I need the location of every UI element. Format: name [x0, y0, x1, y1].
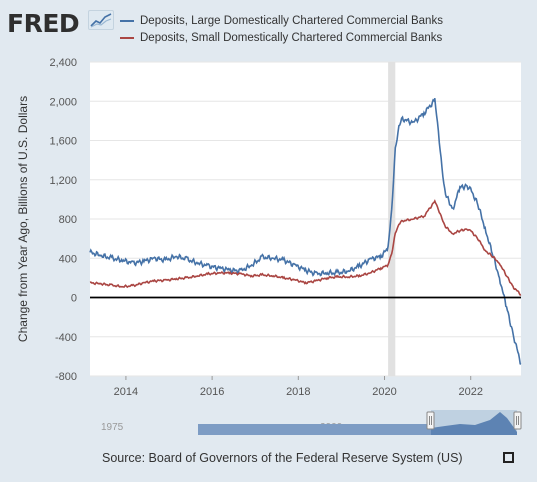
- range-navigator[interactable]: 1975 2000: [101, 410, 522, 435]
- fred-logo[interactable]: FRED: [7, 9, 80, 38]
- recession-bar: [388, 62, 396, 376]
- series-line-large-banks[interactable]: [89, 97, 522, 365]
- legend-swatch-large-banks: [120, 19, 134, 22]
- y-tick-label: -400: [55, 332, 77, 344]
- navigator-label-1975: 1975: [101, 422, 124, 433]
- y-axis-ticks: -800 -400 0 400 800 1,200 1,600 2,000 2,400: [49, 57, 77, 383]
- legend-item-large-banks[interactable]: Deposits, Large Domestically Chartered C…: [120, 12, 443, 29]
- legend-item-small-banks[interactable]: Deposits, Small Domestically Chartered C…: [120, 29, 443, 46]
- legend-swatch-small-banks: [120, 36, 134, 39]
- legend-label-small-banks: Deposits, Small Domestically Chartered C…: [140, 31, 443, 44]
- series-line-small-banks[interactable]: [89, 199, 522, 296]
- recession-shading: [388, 62, 396, 376]
- y-tick-label: -800: [55, 371, 77, 383]
- x-tick-label: 2014: [114, 386, 138, 398]
- y-tick-label: 800: [59, 214, 77, 226]
- y-tick-label: 2,400: [49, 57, 77, 69]
- fullscreen-icon[interactable]: [503, 452, 514, 463]
- x-tick-label: 2018: [286, 386, 310, 398]
- y-axis-label: Change from Year Ago, Billions of U.S. D…: [16, 96, 30, 342]
- series-lines: [89, 97, 522, 365]
- legend-label-large-banks: Deposits, Large Domestically Chartered C…: [140, 14, 443, 27]
- y-tick-label: 2,000: [49, 96, 77, 108]
- x-tick-label: 2016: [200, 386, 224, 398]
- navigator-handle-left[interactable]: [426, 411, 435, 430]
- y-tick-label: 400: [59, 253, 77, 265]
- navigator-selected-series: [431, 412, 517, 435]
- x-tick-label: 2020: [372, 386, 396, 398]
- navigator-series-shadow: [198, 424, 431, 435]
- chart-legend: Deposits, Large Domestically Chartered C…: [120, 12, 443, 46]
- x-tick-label: 2022: [458, 386, 482, 398]
- y-tick-label: 1,200: [49, 175, 77, 187]
- fred-graph-icon: [88, 10, 114, 30]
- x-axis-ticks: 2014 2016 2018 2020 2022: [114, 376, 483, 398]
- navigator-handle-right[interactable]: [513, 411, 522, 430]
- y-tick-label: 1,600: [49, 136, 77, 148]
- source-note: Source: Board of Governors of the Federa…: [102, 451, 463, 465]
- y-tick-label: 0: [71, 293, 77, 305]
